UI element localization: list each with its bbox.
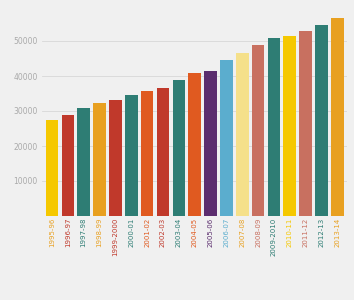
Bar xyxy=(141,92,154,216)
Bar xyxy=(299,31,312,216)
Bar xyxy=(268,38,280,216)
Bar xyxy=(284,36,296,216)
Bar xyxy=(125,95,138,216)
Bar xyxy=(172,80,185,216)
Bar xyxy=(315,25,328,216)
Bar xyxy=(93,103,106,216)
Bar xyxy=(109,100,122,216)
Bar xyxy=(156,88,169,216)
Bar xyxy=(220,59,233,216)
Bar xyxy=(46,120,58,216)
Bar xyxy=(204,71,217,216)
Bar xyxy=(236,53,249,216)
Bar xyxy=(62,115,74,216)
Bar xyxy=(78,107,90,216)
Bar xyxy=(252,44,264,216)
Bar xyxy=(331,18,344,216)
Bar xyxy=(188,73,201,216)
